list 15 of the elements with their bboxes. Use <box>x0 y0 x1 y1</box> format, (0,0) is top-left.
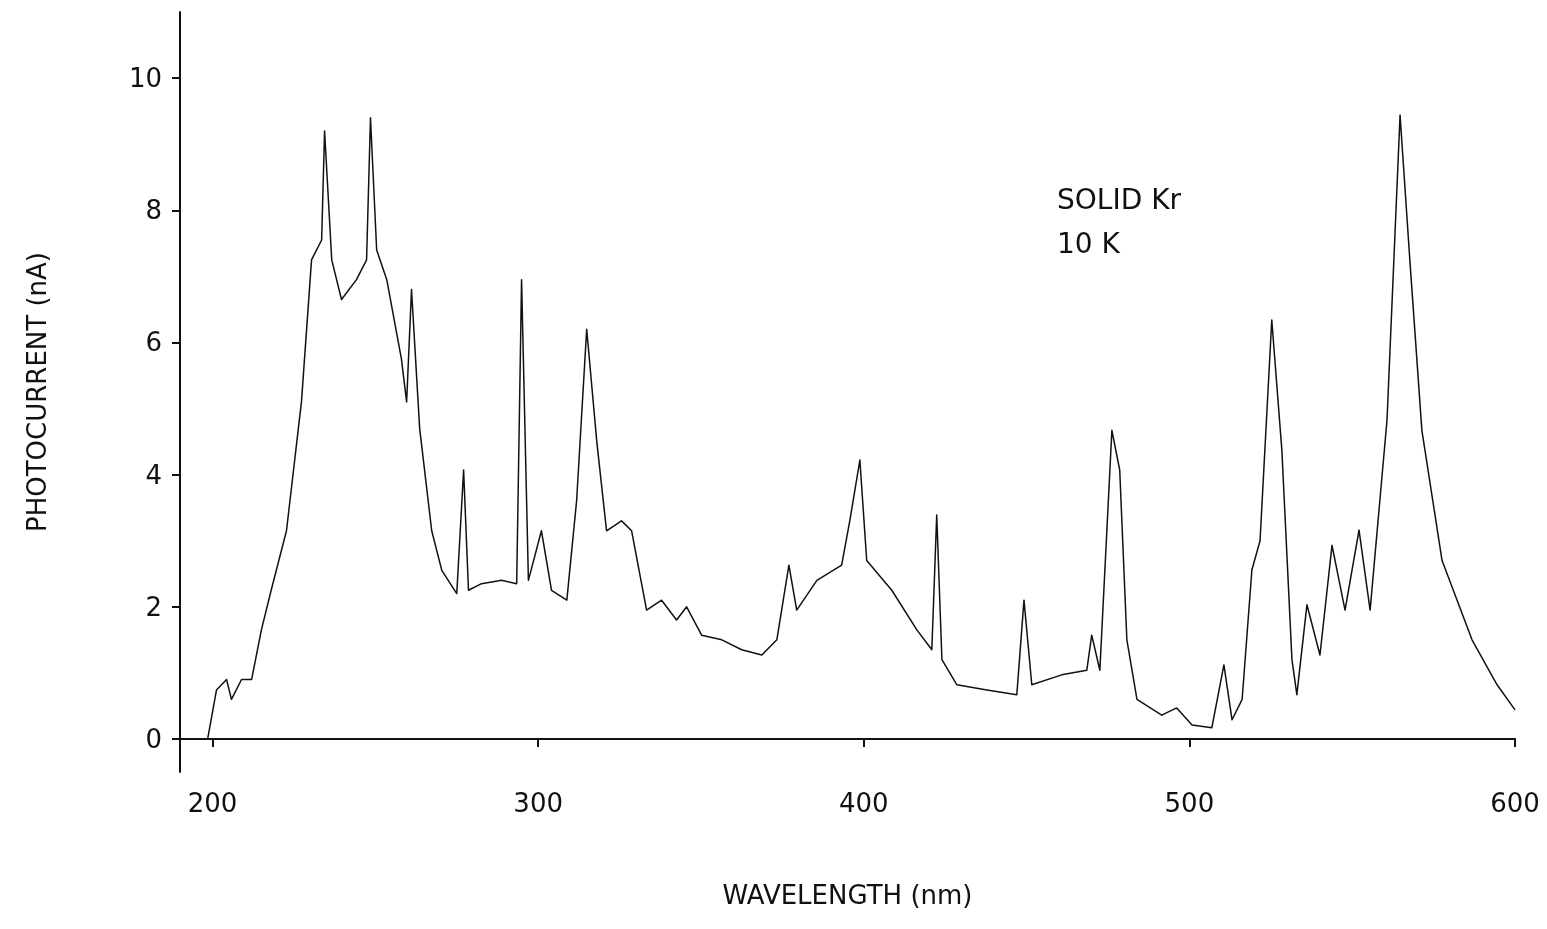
x-tick-label: 500 <box>1164 788 1215 818</box>
x-tick-label: 400 <box>838 788 889 818</box>
x-tick-label: 300 <box>513 788 563 818</box>
y-tick-label: 0 <box>145 723 162 754</box>
y-tick-label: 10 <box>128 63 162 94</box>
y-tick-label: 2 <box>145 591 162 622</box>
y-tick-label: 6 <box>145 327 162 358</box>
y-tick-label: 4 <box>145 459 162 490</box>
x-axis-title: WAVELENGTH (nm) <box>722 880 973 910</box>
y-axis-title: PHOTOCURRENT (nA) <box>22 252 52 532</box>
x-tick-label: 200 <box>187 788 238 818</box>
y-tick-label: 8 <box>145 195 162 226</box>
x-tick-label: 600 <box>1490 788 1540 818</box>
annotation: 10 K <box>1057 226 1121 260</box>
annotation: SOLID Kr <box>1057 182 1182 216</box>
